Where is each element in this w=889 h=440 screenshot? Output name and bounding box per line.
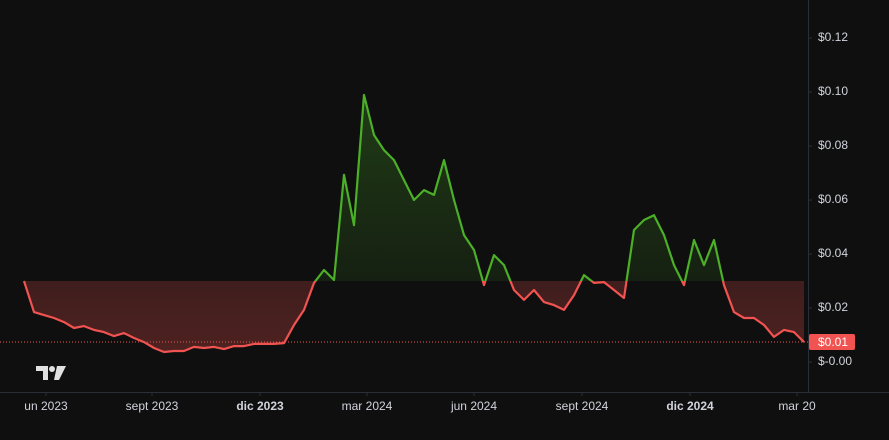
x-tick-label: sept 2024 bbox=[556, 399, 609, 413]
area-up bbox=[24, 95, 804, 282]
x-tick-label: jun 2024 bbox=[450, 399, 497, 413]
x-tick-label: sept 2023 bbox=[126, 399, 179, 413]
y-tick-label: $0.06 bbox=[818, 192, 848, 206]
x-tick-label: dic 2024 bbox=[666, 399, 714, 413]
y-tick-label: $0.04 bbox=[818, 246, 848, 260]
x-tick-label: mar 2024 bbox=[342, 399, 393, 413]
y-tick-label: $-0.00 bbox=[818, 354, 852, 368]
area-down bbox=[24, 281, 804, 352]
tradingview-logo bbox=[36, 366, 66, 380]
line-down bbox=[22, 281, 805, 354]
y-tick-label: $0.08 bbox=[818, 138, 848, 152]
line-up bbox=[23, 93, 725, 282]
y-tick-label: $0.10 bbox=[818, 84, 848, 98]
x-tick-label: mar 20 bbox=[778, 399, 816, 413]
price-label-box bbox=[809, 334, 855, 351]
x-tick-label: dic 2023 bbox=[236, 399, 284, 413]
y-tick-label: $0.02 bbox=[818, 300, 848, 314]
y-tick-label: $0.12 bbox=[818, 30, 848, 44]
price-label: $0.01 bbox=[818, 335, 848, 349]
x-tick-label: un 2023 bbox=[24, 399, 68, 413]
